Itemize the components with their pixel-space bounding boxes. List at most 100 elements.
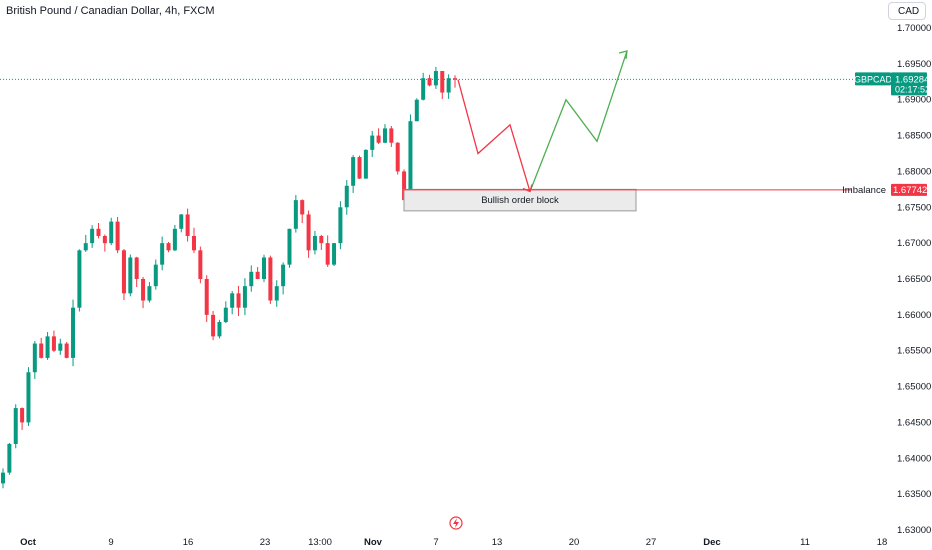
x-tick-label: 20: [569, 537, 580, 548]
candle-body: [211, 314, 216, 337]
candle-body: [446, 78, 451, 93]
symbol-label: GBPCAD: [854, 74, 893, 84]
last-price-value: 1.69284: [895, 74, 929, 85]
candle-body: [249, 271, 254, 287]
candle-body: [255, 271, 260, 279]
candle-body: [83, 243, 88, 251]
candle-body: [376, 135, 381, 143]
chart-title: British Pound / Canadian Dollar, 4h, FXC…: [6, 5, 215, 17]
overlays: Bullish order block Imbalance 1.67742 GBPCA…: [0, 50, 930, 530]
flash-icon: [449, 516, 463, 530]
candle-body: [293, 200, 298, 229]
y-tick-label: 1.67000: [897, 238, 931, 249]
candle-body: [153, 264, 158, 287]
imbalance-price-tag: [891, 183, 927, 196]
candle-body: [39, 343, 44, 358]
candle-body: [121, 250, 126, 294]
candle-body: [179, 214, 184, 229]
candle-body: [408, 121, 413, 201]
currency-selector-button[interactable]: CAD: [888, 2, 926, 20]
candle-body: [312, 235, 317, 251]
candle-body: [128, 257, 133, 294]
x-tick-label: 9: [108, 537, 113, 548]
candle-body: [198, 250, 203, 279]
x-tick-label: Dec: [703, 537, 720, 548]
x-tick-label: 16: [183, 537, 194, 548]
candle-body: [363, 149, 368, 179]
candle-body: [274, 286, 279, 301]
candle-body: [64, 343, 69, 358]
x-tick-label: 27: [646, 537, 657, 548]
bullish-arrow-head: [618, 50, 628, 60]
candle-body: [357, 157, 362, 179]
candle-body: [433, 71, 438, 86]
candle-body: [96, 228, 101, 236]
imbalance-label: Imbalance: [842, 185, 886, 196]
symbol-tag: [855, 72, 891, 86]
candle-body: [344, 185, 349, 208]
candle-body: [427, 78, 432, 86]
candle-body: [370, 135, 375, 150]
candle-body: [325, 243, 330, 265]
y-tick-label: 1.63000: [897, 525, 931, 536]
bearish-projection-path: [457, 79, 531, 192]
bullish-projection-path: [529, 50, 628, 192]
candle-body: [281, 264, 286, 287]
candle-body: [268, 257, 273, 301]
countdown-value: 02:17:52: [895, 84, 930, 94]
candle-body: [160, 243, 165, 265]
x-tick-label: 11: [800, 537, 810, 548]
last-price-tag: [891, 72, 927, 96]
candle-body: [45, 336, 50, 358]
y-tick-label: 1.64000: [897, 453, 931, 464]
candle-body: [306, 214, 311, 251]
candle-body: [402, 171, 407, 201]
candle-body: [332, 243, 337, 265]
candle-body: [319, 235, 324, 244]
candle-body: [185, 214, 190, 236]
candle-body: [166, 243, 171, 251]
x-tick-label: Oct: [20, 537, 37, 548]
candle-body: [300, 200, 305, 215]
x-tick-label: 13:00: [308, 537, 332, 548]
candle-body: [147, 286, 152, 301]
candle-body: [102, 235, 107, 244]
candle-body: [20, 408, 25, 423]
y-tick-label: 1.63500: [897, 489, 931, 500]
y-tick-label: 1.68500: [897, 131, 931, 142]
y-tick-label: 1.64500: [897, 417, 931, 428]
candle-body: [51, 336, 56, 351]
y-tick-label: 1.65000: [897, 382, 931, 393]
y-tick-label: 1.69500: [897, 59, 931, 70]
candle-body: [90, 228, 95, 244]
candle-body: [236, 293, 241, 308]
candles: [1, 66, 457, 489]
imbalance-price-value: 1.67742: [893, 185, 927, 196]
y-tick-label: 1.66000: [897, 310, 931, 321]
candle-body: [58, 343, 63, 351]
x-tick-label: Nov: [364, 537, 383, 548]
order-block-box: [403, 188, 637, 212]
candle-body: [242, 286, 247, 308]
y-axis: 1.70000 1.69500 1.69000 1.68500 1.68000 1.675…: [897, 23, 931, 536]
candle-body: [217, 322, 222, 337]
candle-body: [338, 207, 343, 244]
candle-body: [172, 228, 177, 251]
candle-body: [109, 221, 114, 244]
y-tick-label: 1.69000: [897, 95, 931, 106]
candle-body: [1, 472, 5, 484]
candle-body: [382, 128, 387, 143]
candle-body: [71, 307, 76, 358]
candle-body: [191, 235, 196, 251]
candle-body: [32, 343, 37, 373]
candle-body: [287, 228, 292, 265]
candle-body: [77, 250, 82, 308]
candle-body: [26, 372, 31, 423]
x-tick-label: 18: [877, 537, 888, 548]
candle-body: [421, 78, 426, 100]
candle-body: [230, 293, 235, 308]
x-tick-label: 7: [433, 537, 438, 548]
candle-body: [389, 128, 394, 143]
x-axis: Oct 9 16 23 13:00 Nov 7 13 20 27 Dec 11 18: [20, 537, 887, 548]
